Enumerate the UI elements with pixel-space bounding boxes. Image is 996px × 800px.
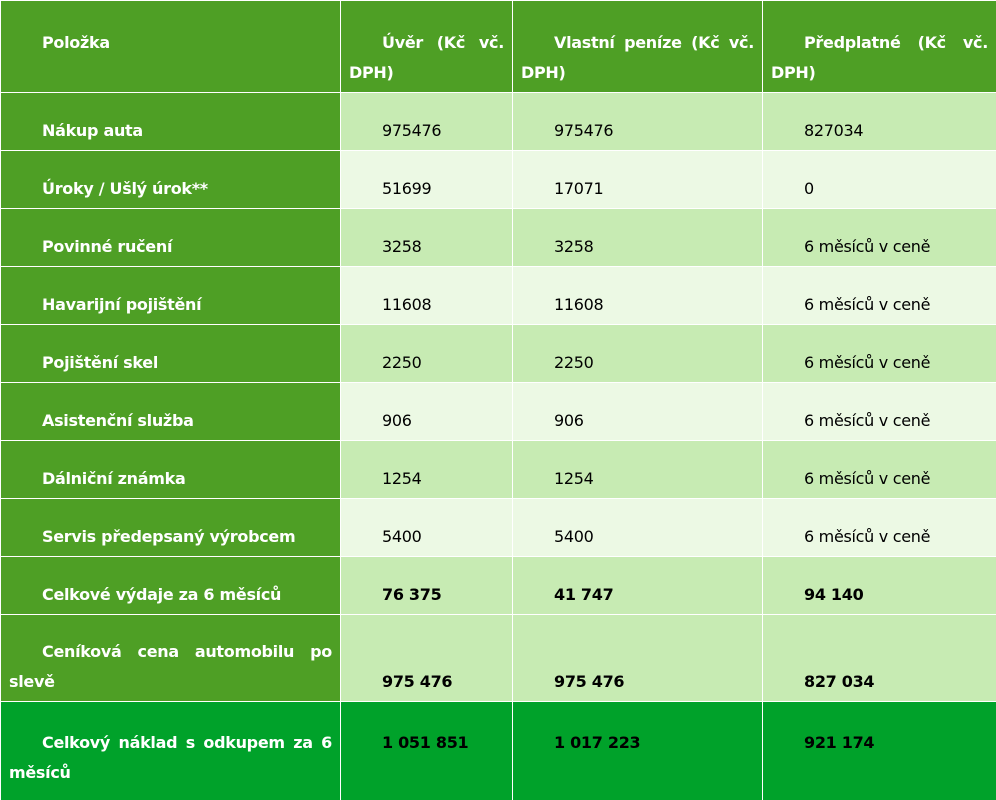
cell: 5400: [340, 498, 513, 557]
cell: 3258: [340, 208, 513, 267]
table-row: Servis předepsaný výrobcem 5400 5400 6 měsí…: [0, 498, 996, 557]
table-row: Povinné ručení 3258 3258 6 měsíců v ceně: [0, 208, 996, 267]
cell: 1254: [512, 440, 763, 499]
cell: 6 měsíců v ceně: [762, 382, 996, 441]
cell: 906: [512, 382, 763, 441]
table-row: Pojištění skel 2250 2250 6 měsíců v ceně: [0, 324, 996, 383]
cell: 1 017 223: [512, 701, 763, 800]
cell: 6 měsíců v ceně: [762, 266, 996, 325]
cell: 6 měsíců v ceně: [762, 498, 996, 557]
cell: 1254: [340, 440, 513, 499]
table-row: Celkové výdaje za 6 měsíců 76 375 41 747 94…: [0, 556, 996, 615]
cell: 827 034: [762, 614, 996, 702]
cell: 975476: [340, 92, 513, 151]
header-cell: Předplatné (Kč vč. DPH): [762, 0, 996, 93]
cell: 5400: [512, 498, 763, 557]
cell: 827034: [762, 92, 996, 151]
cell: 6 měsíců v ceně: [762, 324, 996, 383]
row-label: Pojištění skel: [0, 324, 341, 383]
cell: 2250: [340, 324, 513, 383]
header-cell: Položka: [0, 0, 341, 93]
table-row: Celkový náklad s odkupem za 6 měsíců 1 05…: [0, 701, 996, 800]
cell: 17071: [512, 150, 763, 209]
header-cell: Vlastní peníze (Kč vč. DPH): [512, 0, 763, 93]
row-label: Povinné ručení: [0, 208, 341, 267]
table-row: Ceníková cena automobilu po slevě 975 476…: [0, 614, 996, 702]
row-label: Ceníková cena automobilu po slevě: [0, 614, 341, 702]
cell: 2250: [512, 324, 763, 383]
cell: 6 měsíců v ceně: [762, 208, 996, 267]
cell: 975476: [512, 92, 763, 151]
cell: 0: [762, 150, 996, 209]
row-label: Havarijní pojištění: [0, 266, 341, 325]
cell: 6 měsíců v ceně: [762, 440, 996, 499]
cell: 51699: [340, 150, 513, 209]
cell: 11608: [340, 266, 513, 325]
table-row: Asistenční služba 906 906 6 měsíců v ceně: [0, 382, 996, 441]
table-row: Nákup auta 975476 975476 827034: [0, 92, 996, 151]
row-label: Asistenční služba: [0, 382, 341, 441]
cell: 3258: [512, 208, 763, 267]
cell: 906: [340, 382, 513, 441]
cell: 921 174: [762, 701, 996, 800]
cell: 1 051 851: [340, 701, 513, 800]
row-label: Servis předepsaný výrobcem: [0, 498, 341, 557]
cell: 975 476: [340, 614, 513, 702]
row-label: Dálniční známka: [0, 440, 341, 499]
table-row: Dálniční známka 1254 1254 6 měsíců v ceně: [0, 440, 996, 499]
cell: 11608: [512, 266, 763, 325]
row-label: Celkové výdaje za 6 měsíců: [0, 556, 341, 615]
row-label: Úroky / Ušlý úrok**: [0, 150, 341, 209]
header-cell: Úvěr (Kč vč. DPH): [340, 0, 513, 93]
table-row: Havarijní pojištění 11608 11608 6 měsíců v …: [0, 266, 996, 325]
row-label: Nákup auta: [0, 92, 341, 151]
row-label: Celkový náklad s odkupem za 6 měsíců: [0, 701, 341, 800]
cell: 975 476: [512, 614, 763, 702]
table-row: Úroky / Ušlý úrok** 51699 17071 0: [0, 150, 996, 209]
cell: 76 375: [340, 556, 513, 615]
cell: 41 747: [512, 556, 763, 615]
header-row: Položka Úvěr (Kč vč. DPH) Vlastní peníze (…: [0, 0, 996, 93]
cell: 94 140: [762, 556, 996, 615]
